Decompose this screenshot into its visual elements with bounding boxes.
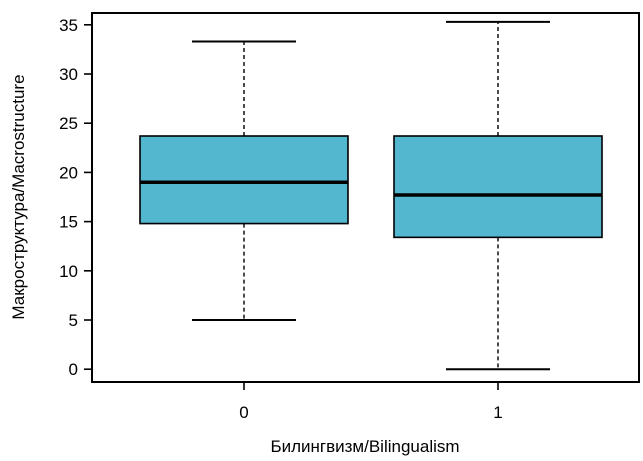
y-tick-label: 5	[69, 311, 78, 330]
y-tick-label: 10	[59, 262, 78, 281]
box-1	[393, 20, 603, 371]
y-tick-label: 25	[59, 114, 78, 133]
y-tick-label: 15	[59, 213, 78, 232]
box-0	[139, 40, 349, 322]
y-tick-label: 20	[59, 163, 78, 182]
y-tick-label: 0	[69, 360, 78, 379]
y-axis: 0 5 10 15 20 25 30 35	[59, 16, 92, 379]
box-iqr	[139, 135, 349, 225]
box-iqr	[393, 135, 603, 239]
x-tick-label: 1	[493, 403, 502, 422]
y-axis-title: Макроструктура/Macrostructure	[9, 74, 28, 319]
plot-frame	[91, 12, 640, 383]
x-tick-label: 0	[239, 403, 248, 422]
x-axis-title: Билингвизм/Bilingualism	[270, 437, 459, 456]
y-tick-label: 30	[59, 65, 78, 84]
boxes	[139, 20, 603, 371]
y-tick-label: 35	[59, 16, 78, 35]
